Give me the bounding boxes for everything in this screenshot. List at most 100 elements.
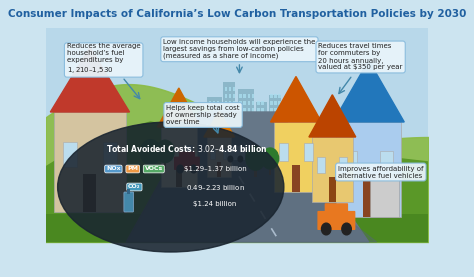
FancyBboxPatch shape (254, 167, 257, 177)
FancyBboxPatch shape (210, 149, 215, 159)
FancyBboxPatch shape (209, 129, 211, 133)
FancyBboxPatch shape (46, 177, 428, 242)
FancyBboxPatch shape (252, 108, 254, 112)
Text: $0.49–$2.23 billion: $0.49–$2.23 billion (186, 183, 245, 191)
FancyBboxPatch shape (292, 165, 300, 192)
Text: NOx: NOx (106, 166, 121, 171)
FancyBboxPatch shape (233, 122, 236, 126)
FancyBboxPatch shape (233, 101, 236, 105)
FancyBboxPatch shape (244, 101, 246, 105)
FancyBboxPatch shape (247, 108, 250, 112)
FancyBboxPatch shape (226, 150, 245, 160)
FancyBboxPatch shape (279, 143, 288, 160)
FancyBboxPatch shape (225, 108, 228, 112)
FancyBboxPatch shape (225, 115, 228, 119)
FancyBboxPatch shape (261, 101, 264, 105)
FancyBboxPatch shape (217, 115, 219, 119)
FancyBboxPatch shape (46, 214, 428, 242)
FancyBboxPatch shape (257, 122, 260, 126)
FancyBboxPatch shape (274, 122, 318, 192)
FancyBboxPatch shape (229, 146, 242, 153)
FancyBboxPatch shape (213, 122, 215, 126)
Circle shape (321, 223, 331, 235)
FancyBboxPatch shape (233, 108, 236, 112)
Polygon shape (309, 95, 356, 137)
FancyBboxPatch shape (229, 115, 231, 119)
Circle shape (140, 140, 161, 165)
FancyBboxPatch shape (209, 115, 211, 119)
FancyBboxPatch shape (239, 129, 242, 133)
FancyBboxPatch shape (244, 108, 246, 112)
FancyBboxPatch shape (209, 122, 211, 126)
FancyBboxPatch shape (328, 177, 336, 202)
FancyBboxPatch shape (213, 101, 215, 105)
FancyBboxPatch shape (209, 108, 211, 112)
FancyBboxPatch shape (223, 149, 228, 159)
Text: Helps keep total cost
of ownership steady
over time: Helps keep total cost of ownership stead… (166, 105, 240, 125)
FancyBboxPatch shape (274, 108, 277, 112)
FancyBboxPatch shape (270, 108, 273, 112)
Polygon shape (333, 60, 404, 122)
FancyBboxPatch shape (278, 129, 281, 133)
FancyBboxPatch shape (217, 162, 221, 177)
FancyBboxPatch shape (164, 159, 166, 169)
FancyBboxPatch shape (165, 145, 173, 160)
FancyBboxPatch shape (247, 94, 250, 98)
FancyBboxPatch shape (278, 108, 281, 112)
Ellipse shape (58, 122, 284, 252)
FancyBboxPatch shape (270, 94, 273, 98)
FancyBboxPatch shape (229, 101, 231, 105)
FancyBboxPatch shape (318, 211, 356, 230)
FancyBboxPatch shape (261, 129, 264, 133)
FancyBboxPatch shape (233, 87, 236, 91)
FancyBboxPatch shape (363, 181, 374, 217)
FancyBboxPatch shape (238, 89, 254, 137)
FancyBboxPatch shape (83, 174, 97, 212)
FancyBboxPatch shape (233, 115, 236, 119)
FancyBboxPatch shape (257, 129, 260, 133)
Circle shape (238, 156, 243, 162)
FancyBboxPatch shape (54, 112, 126, 212)
FancyBboxPatch shape (252, 115, 254, 119)
FancyBboxPatch shape (244, 129, 246, 133)
FancyBboxPatch shape (278, 101, 281, 105)
FancyBboxPatch shape (127, 189, 130, 194)
FancyBboxPatch shape (370, 174, 400, 217)
FancyBboxPatch shape (252, 101, 254, 105)
FancyBboxPatch shape (213, 108, 215, 112)
FancyBboxPatch shape (244, 115, 246, 119)
FancyBboxPatch shape (217, 129, 219, 133)
FancyBboxPatch shape (257, 115, 260, 119)
FancyBboxPatch shape (239, 101, 242, 105)
FancyBboxPatch shape (225, 122, 228, 126)
Circle shape (191, 165, 197, 173)
Text: Improves affordability of
alternative fuel vehicles: Improves affordability of alternative fu… (338, 165, 424, 178)
FancyBboxPatch shape (239, 94, 242, 98)
Text: Consumer Impacts of California’s Low Carbon Transportation Policies by 2030: Consumer Impacts of California’s Low Car… (8, 9, 466, 19)
FancyBboxPatch shape (217, 122, 219, 126)
FancyBboxPatch shape (124, 192, 134, 212)
FancyBboxPatch shape (278, 94, 281, 98)
FancyBboxPatch shape (213, 129, 215, 133)
FancyBboxPatch shape (244, 122, 246, 126)
Text: Low income households will experience the
largest savings from low-carbon polici: Low income households will experience th… (163, 39, 316, 59)
FancyBboxPatch shape (304, 143, 313, 160)
Text: Reduces travel times
for commuters by
20 hours annually,
valued at $350 per year: Reduces travel times for commuters by 20… (319, 43, 403, 71)
FancyBboxPatch shape (274, 122, 277, 126)
FancyBboxPatch shape (337, 122, 401, 217)
FancyBboxPatch shape (274, 101, 277, 105)
Polygon shape (157, 88, 200, 127)
FancyBboxPatch shape (174, 157, 200, 170)
FancyBboxPatch shape (225, 94, 228, 98)
FancyBboxPatch shape (225, 87, 228, 91)
Text: Total Avoided Costs: $3.02–$4.84 billion: Total Avoided Costs: $3.02–$4.84 billion (106, 143, 268, 155)
Polygon shape (46, 122, 428, 242)
FancyBboxPatch shape (247, 115, 250, 119)
FancyBboxPatch shape (274, 94, 277, 98)
FancyBboxPatch shape (257, 101, 260, 105)
FancyBboxPatch shape (179, 152, 195, 160)
FancyBboxPatch shape (261, 108, 264, 112)
Circle shape (342, 223, 351, 235)
FancyBboxPatch shape (233, 129, 236, 133)
FancyBboxPatch shape (270, 101, 273, 105)
